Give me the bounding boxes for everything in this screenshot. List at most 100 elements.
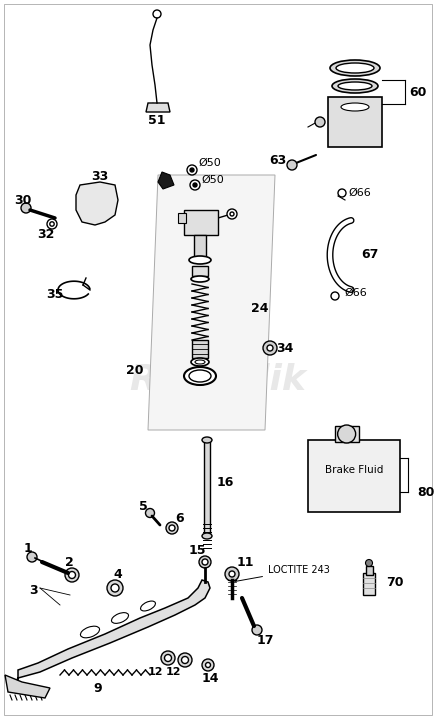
- Circle shape: [202, 659, 214, 671]
- Circle shape: [161, 651, 175, 665]
- Ellipse shape: [338, 82, 372, 90]
- Ellipse shape: [202, 437, 212, 443]
- Text: 11: 11: [236, 556, 254, 569]
- Circle shape: [178, 653, 192, 667]
- Circle shape: [225, 567, 239, 581]
- Ellipse shape: [184, 367, 216, 385]
- Polygon shape: [158, 172, 174, 189]
- Circle shape: [169, 525, 175, 531]
- Circle shape: [21, 203, 31, 213]
- Ellipse shape: [195, 360, 205, 364]
- Text: 14: 14: [201, 672, 219, 684]
- Bar: [328, 97, 382, 147]
- Text: 24: 24: [251, 301, 269, 314]
- Bar: [366, 566, 373, 575]
- Circle shape: [164, 654, 171, 661]
- Circle shape: [85, 205, 95, 215]
- Circle shape: [202, 559, 208, 565]
- Polygon shape: [14, 580, 210, 693]
- Circle shape: [287, 160, 297, 170]
- Circle shape: [205, 662, 211, 667]
- Circle shape: [68, 572, 75, 579]
- Circle shape: [331, 292, 339, 300]
- Ellipse shape: [336, 63, 374, 73]
- Ellipse shape: [191, 358, 209, 366]
- Bar: [192, 266, 208, 276]
- Text: 2: 2: [65, 557, 73, 569]
- Bar: [308, 440, 400, 512]
- Bar: [335, 426, 359, 442]
- Text: 1: 1: [24, 541, 32, 554]
- Circle shape: [50, 221, 54, 226]
- Text: 34: 34: [276, 342, 294, 354]
- Text: 67: 67: [361, 249, 379, 262]
- Circle shape: [263, 341, 277, 355]
- Text: 32: 32: [37, 227, 54, 240]
- Text: 15: 15: [188, 544, 206, 557]
- Text: 12: 12: [147, 667, 163, 677]
- Bar: [363, 573, 375, 595]
- Circle shape: [166, 522, 178, 534]
- Text: 70: 70: [386, 575, 404, 588]
- Circle shape: [365, 559, 372, 567]
- Text: Brake Fluid: Brake Fluid: [325, 465, 383, 475]
- Text: 12: 12: [165, 667, 181, 677]
- Text: 35: 35: [46, 288, 64, 301]
- Polygon shape: [76, 182, 118, 225]
- Circle shape: [190, 180, 200, 190]
- Ellipse shape: [202, 533, 212, 539]
- Text: Ø50: Ø50: [199, 158, 221, 168]
- Text: 9: 9: [94, 682, 102, 695]
- Circle shape: [267, 345, 273, 351]
- Text: Parts
Republik: Parts Republik: [129, 324, 307, 397]
- Circle shape: [187, 165, 197, 175]
- Ellipse shape: [341, 103, 369, 111]
- Circle shape: [27, 552, 37, 562]
- Text: 63: 63: [269, 153, 286, 167]
- Text: Ø50: Ø50: [201, 175, 225, 185]
- Ellipse shape: [332, 79, 378, 93]
- Text: 4: 4: [114, 569, 123, 582]
- Ellipse shape: [81, 626, 99, 638]
- Ellipse shape: [112, 613, 129, 623]
- Circle shape: [252, 625, 262, 635]
- Ellipse shape: [330, 60, 380, 76]
- Text: 33: 33: [92, 170, 109, 183]
- Text: 30: 30: [14, 193, 32, 206]
- Ellipse shape: [191, 276, 209, 282]
- Circle shape: [47, 219, 57, 229]
- Text: 3: 3: [29, 584, 37, 597]
- Circle shape: [190, 168, 194, 172]
- Circle shape: [181, 656, 188, 664]
- Circle shape: [229, 571, 235, 577]
- Text: 80: 80: [417, 485, 435, 498]
- Text: 16: 16: [216, 477, 234, 490]
- Text: Ø66: Ø66: [349, 188, 371, 198]
- Circle shape: [199, 556, 211, 568]
- Polygon shape: [148, 175, 275, 430]
- Text: LOCTITE 243: LOCTITE 243: [235, 565, 330, 582]
- Bar: [194, 235, 206, 257]
- Circle shape: [230, 212, 234, 216]
- Text: 60: 60: [409, 86, 427, 99]
- Circle shape: [65, 568, 79, 582]
- Polygon shape: [5, 675, 50, 698]
- Circle shape: [111, 584, 119, 592]
- Text: Ø66: Ø66: [344, 288, 368, 298]
- Text: 17: 17: [256, 633, 274, 646]
- Text: 51: 51: [148, 114, 166, 127]
- Circle shape: [315, 117, 325, 127]
- Circle shape: [193, 183, 197, 187]
- Bar: [192, 340, 208, 358]
- Text: 5: 5: [139, 500, 147, 513]
- Text: 6: 6: [176, 511, 184, 524]
- Circle shape: [227, 209, 237, 219]
- Circle shape: [338, 189, 346, 197]
- Circle shape: [146, 508, 154, 518]
- Bar: [204, 440, 210, 535]
- Ellipse shape: [189, 256, 211, 264]
- Circle shape: [337, 425, 356, 443]
- Polygon shape: [146, 103, 170, 112]
- Ellipse shape: [189, 370, 211, 382]
- Circle shape: [85, 190, 95, 200]
